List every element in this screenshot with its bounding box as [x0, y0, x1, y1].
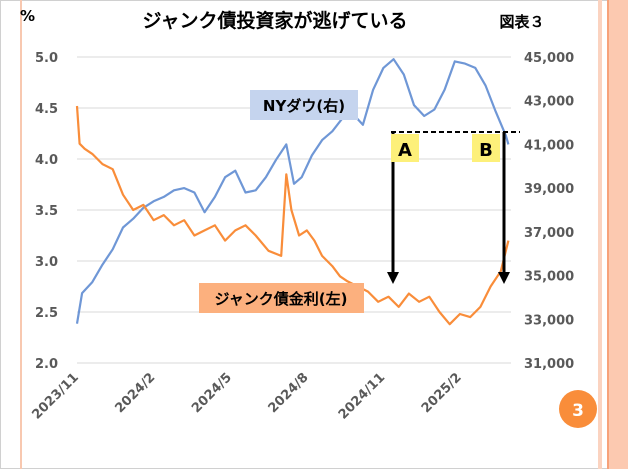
- x-tick-label: 2024/11: [336, 370, 388, 422]
- right-tick-label: 31,000: [524, 357, 574, 372]
- x-tick-label: 2023/11: [29, 370, 81, 422]
- frame-border-right: [598, 0, 602, 469]
- chart-title: ジャンク債投資家が逃げている: [142, 9, 407, 32]
- left-tick-label: 4.5: [35, 102, 58, 117]
- figure-label: 図表３: [499, 13, 544, 31]
- yield-legend-label: ジャンク債金利(左): [215, 290, 348, 308]
- yield-legend-box: [199, 283, 364, 313]
- right-tick-label: 37,000: [524, 226, 574, 241]
- page-badge: [559, 390, 597, 428]
- left-unit: %: [20, 7, 35, 25]
- left-tick-label: 5.0: [35, 51, 58, 66]
- junk-yield-line: [75, 105, 510, 326]
- right-tick-label: 43,000: [524, 95, 574, 110]
- left-tick-label: 3.0: [35, 255, 58, 270]
- arrow-head-icon: [387, 272, 399, 284]
- left-tick-label: 2.5: [35, 306, 58, 321]
- x-tick-label: 2024/8: [266, 370, 312, 416]
- dow-legend-box: [250, 90, 358, 120]
- left-tick-label: 3.5: [35, 204, 58, 219]
- right-tick-label: 35,000: [524, 270, 574, 285]
- x-tick-label: 2024/5: [189, 370, 235, 416]
- x-tick-label: 2025/2: [419, 370, 465, 416]
- x-tick-label: 2024/2: [112, 370, 158, 416]
- page-badge-label: 3: [572, 401, 584, 421]
- arrow-head-icon: [498, 272, 510, 284]
- dow-legend-label: NYダウ(右): [263, 97, 345, 115]
- right-tick-label: 41,000: [524, 138, 574, 153]
- right-tick-label: 45,000: [524, 51, 574, 66]
- marker-label-b: B: [479, 140, 493, 161]
- marker-box-a: [391, 134, 419, 162]
- frame-border-left: [20, 0, 22, 469]
- marker-label-a: A: [398, 140, 412, 161]
- left-tick-label: 4.0: [35, 153, 58, 168]
- side-stripe: [607, 0, 628, 469]
- dow-line: [75, 58, 510, 324]
- right-tick-label: 33,000: [524, 313, 574, 328]
- left-tick-label: 2.0: [35, 357, 58, 372]
- right-tick-label: 39,000: [524, 182, 574, 197]
- marker-box-b: [472, 134, 500, 162]
